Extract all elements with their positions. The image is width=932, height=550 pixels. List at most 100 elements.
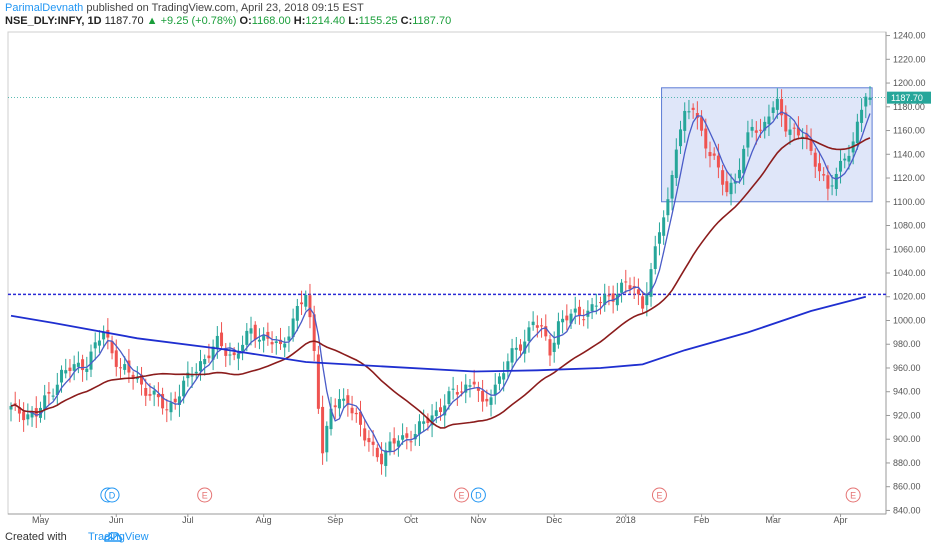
tradingview-cloud-icon[interactable] <box>68 529 158 545</box>
candle-body <box>140 374 144 385</box>
candle-body <box>742 148 746 174</box>
ma-slow-line <box>10 295 867 373</box>
candle-body <box>716 155 720 168</box>
event-marker-e <box>454 487 470 503</box>
candle-body <box>712 153 716 156</box>
candle-body <box>544 326 548 337</box>
candle-body <box>215 335 219 348</box>
candle-body <box>641 296 645 309</box>
publication-line: ParimalDevnath published on TradingView.… <box>5 2 364 14</box>
candle-body <box>337 399 341 409</box>
candle-body <box>847 155 851 162</box>
candle-body <box>358 411 362 425</box>
chart-area[interactable]: 840.00 860.00 880.00 900.00 920.00 940.00 960.… <box>0 28 932 531</box>
candle-body <box>805 133 809 139</box>
y-axis-tick-label: 1000.00 <box>893 315 926 325</box>
candle-body <box>371 441 375 445</box>
low-value: 1155.25 <box>358 15 398 27</box>
candle-body <box>97 340 101 346</box>
candle-body <box>38 407 42 418</box>
candle-body <box>93 342 97 349</box>
candle-body <box>30 411 34 418</box>
symbol-label[interactable]: NSE_DLY:INFY, 1D <box>5 15 102 27</box>
x-axis-tick-label: May <box>32 515 50 525</box>
candle-body <box>809 139 813 151</box>
tradingview-brand[interactable]: TradingView <box>88 531 149 543</box>
open-value: 1168.00 <box>251 15 291 27</box>
candle-body <box>700 117 704 131</box>
open-label: O: <box>239 15 252 27</box>
candle-body <box>388 441 392 452</box>
candle-body <box>662 217 666 236</box>
candle-body <box>422 421 426 424</box>
y-axis-tick-label: 1160.00 <box>893 126 925 136</box>
candle-body <box>535 325 539 328</box>
candle-body <box>224 349 228 356</box>
candle-body <box>493 384 497 396</box>
y-axis-tick-label: 840.00 <box>893 505 921 515</box>
chart-header: ParimalDevnath published on TradingView.… <box>0 0 932 28</box>
candle-body <box>64 370 68 374</box>
candle-body <box>447 391 451 405</box>
candle-body <box>156 394 160 398</box>
candle-body <box>295 306 299 321</box>
candle-body <box>186 372 190 379</box>
author-link[interactable]: ParimalDevnath <box>5 2 84 14</box>
candle-body <box>754 130 758 133</box>
candle-body <box>17 407 21 414</box>
event-marker-label: D <box>109 491 116 501</box>
candle-body <box>161 393 165 409</box>
candle-body <box>590 304 594 312</box>
candle-body <box>72 364 76 371</box>
candle-body <box>118 367 122 369</box>
y-axis-tick-label: 1180.00 <box>893 102 925 112</box>
candle-body <box>363 428 367 441</box>
event-marker-e <box>845 487 861 503</box>
candle-body <box>177 396 181 406</box>
close-value: 1187.70 <box>412 15 452 27</box>
candle-body <box>211 346 215 360</box>
candle-body <box>220 332 224 347</box>
candle-body <box>329 408 333 430</box>
candle-body <box>26 414 30 420</box>
up-triangle-icon: ▲ <box>146 15 158 27</box>
candle-body <box>725 181 729 193</box>
candle-body <box>817 163 821 172</box>
y-axis-tick-label: 900.00 <box>893 434 921 444</box>
candle-body <box>834 173 838 190</box>
candle-body <box>232 352 236 356</box>
candle-body <box>443 405 447 416</box>
candle-body <box>316 354 320 409</box>
footer: Created with TradingView <box>0 526 932 550</box>
candle-body <box>253 324 257 340</box>
y-axis-tick-label: 940.00 <box>893 387 921 397</box>
y-axis-tick-label: 1040.00 <box>893 268 926 278</box>
candle-body <box>76 362 80 367</box>
candle-body <box>607 295 611 297</box>
candle-body <box>81 359 85 371</box>
candle-body <box>599 302 603 304</box>
candle-body <box>780 99 784 116</box>
y-axis-tick-label: 960.00 <box>893 363 921 373</box>
candle-body <box>729 182 733 195</box>
candle-body <box>476 387 480 391</box>
ohlc-legend: NSE_DLY:INFY, 1D 1187.70 ▲ +9.25 (+0.78%… <box>5 15 451 27</box>
candle-body <box>325 425 329 453</box>
candle-body <box>287 336 291 341</box>
candle-body <box>354 412 358 415</box>
candle-body <box>321 406 325 454</box>
candle-body <box>194 371 198 374</box>
candle-body <box>9 405 13 410</box>
candle-body <box>439 407 442 413</box>
candle-body <box>796 127 800 136</box>
candle-body <box>60 369 64 383</box>
candle-body <box>830 185 834 187</box>
candle-body <box>312 314 316 351</box>
y-axis-tick-label: 980.00 <box>893 339 921 349</box>
candle-body <box>380 453 384 465</box>
event-marker-d <box>470 487 486 503</box>
high-label: H: <box>293 15 306 27</box>
event-marker-d <box>104 487 120 503</box>
price-chart[interactable]: 840.00 860.00 880.00 900.00 920.00 940.00 960.… <box>0 28 932 526</box>
candle-body <box>763 121 767 131</box>
